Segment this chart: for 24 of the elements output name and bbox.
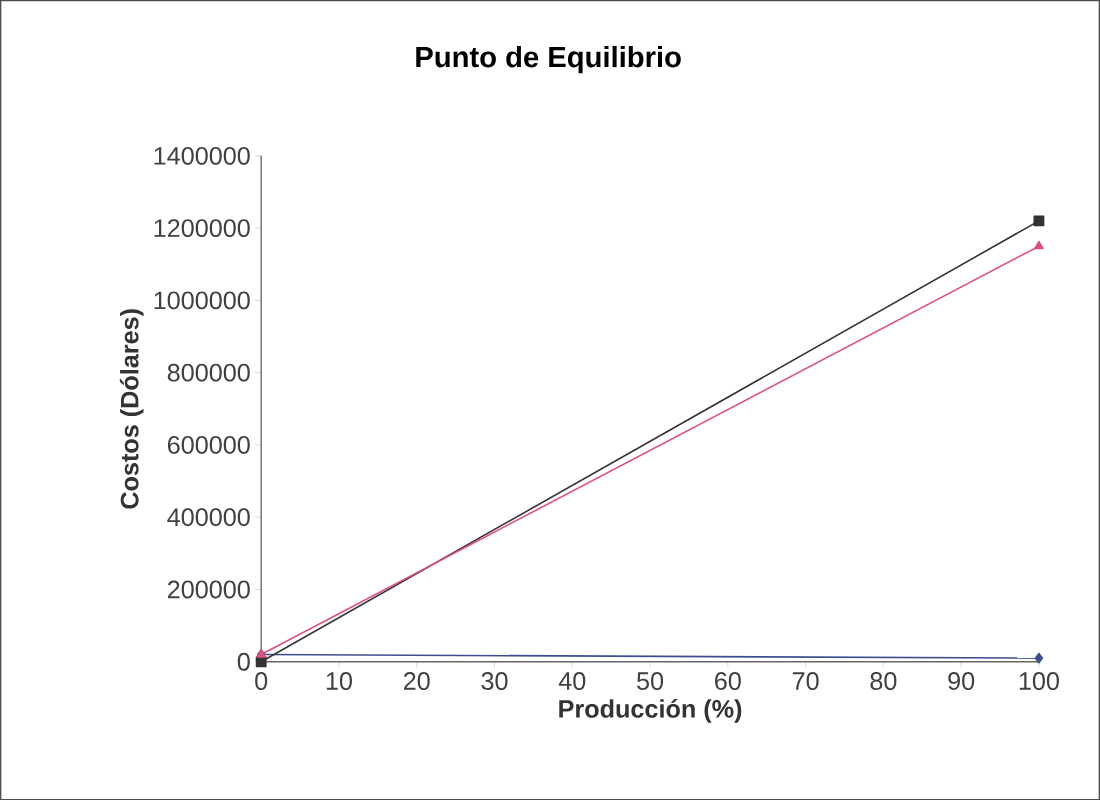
x-tick-label: 40 — [558, 671, 586, 690]
y-tick-label: 800000 — [167, 363, 250, 382]
x-tick-label: 0 — [255, 671, 268, 690]
x-tick-label: 80 — [870, 671, 897, 690]
x-axis-title: Producción (%) — [559, 698, 742, 723]
x-tick-label: 50 — [637, 671, 664, 690]
x-tick-label: 70 — [792, 671, 819, 690]
x-tick-label: 90 — [948, 671, 975, 690]
y-tick-label: 1400000 — [154, 146, 250, 165]
point — [1033, 215, 1045, 227]
y-tick-label: 200000 — [167, 580, 250, 599]
y-tick-label: 600000 — [167, 435, 250, 454]
y-axis-title: Costos (Dólares) — [119, 309, 144, 509]
y-tick-label: 1000000 — [154, 291, 250, 310]
chart-title: Punto de Equilibrio — [416, 45, 681, 74]
y-tick-label: 400000 — [167, 508, 250, 527]
x-tick-label: 10 — [326, 671, 352, 690]
x-tick-label: 30 — [481, 671, 508, 690]
x-tick-label: 20 — [403, 671, 430, 690]
y-tick-label: 1200000 — [154, 219, 250, 237]
point — [1034, 652, 1044, 664]
x-tick-label: 100 — [1019, 671, 1059, 690]
x-tick-label: 60 — [715, 671, 741, 690]
y-tick-label: 0 — [237, 652, 250, 671]
